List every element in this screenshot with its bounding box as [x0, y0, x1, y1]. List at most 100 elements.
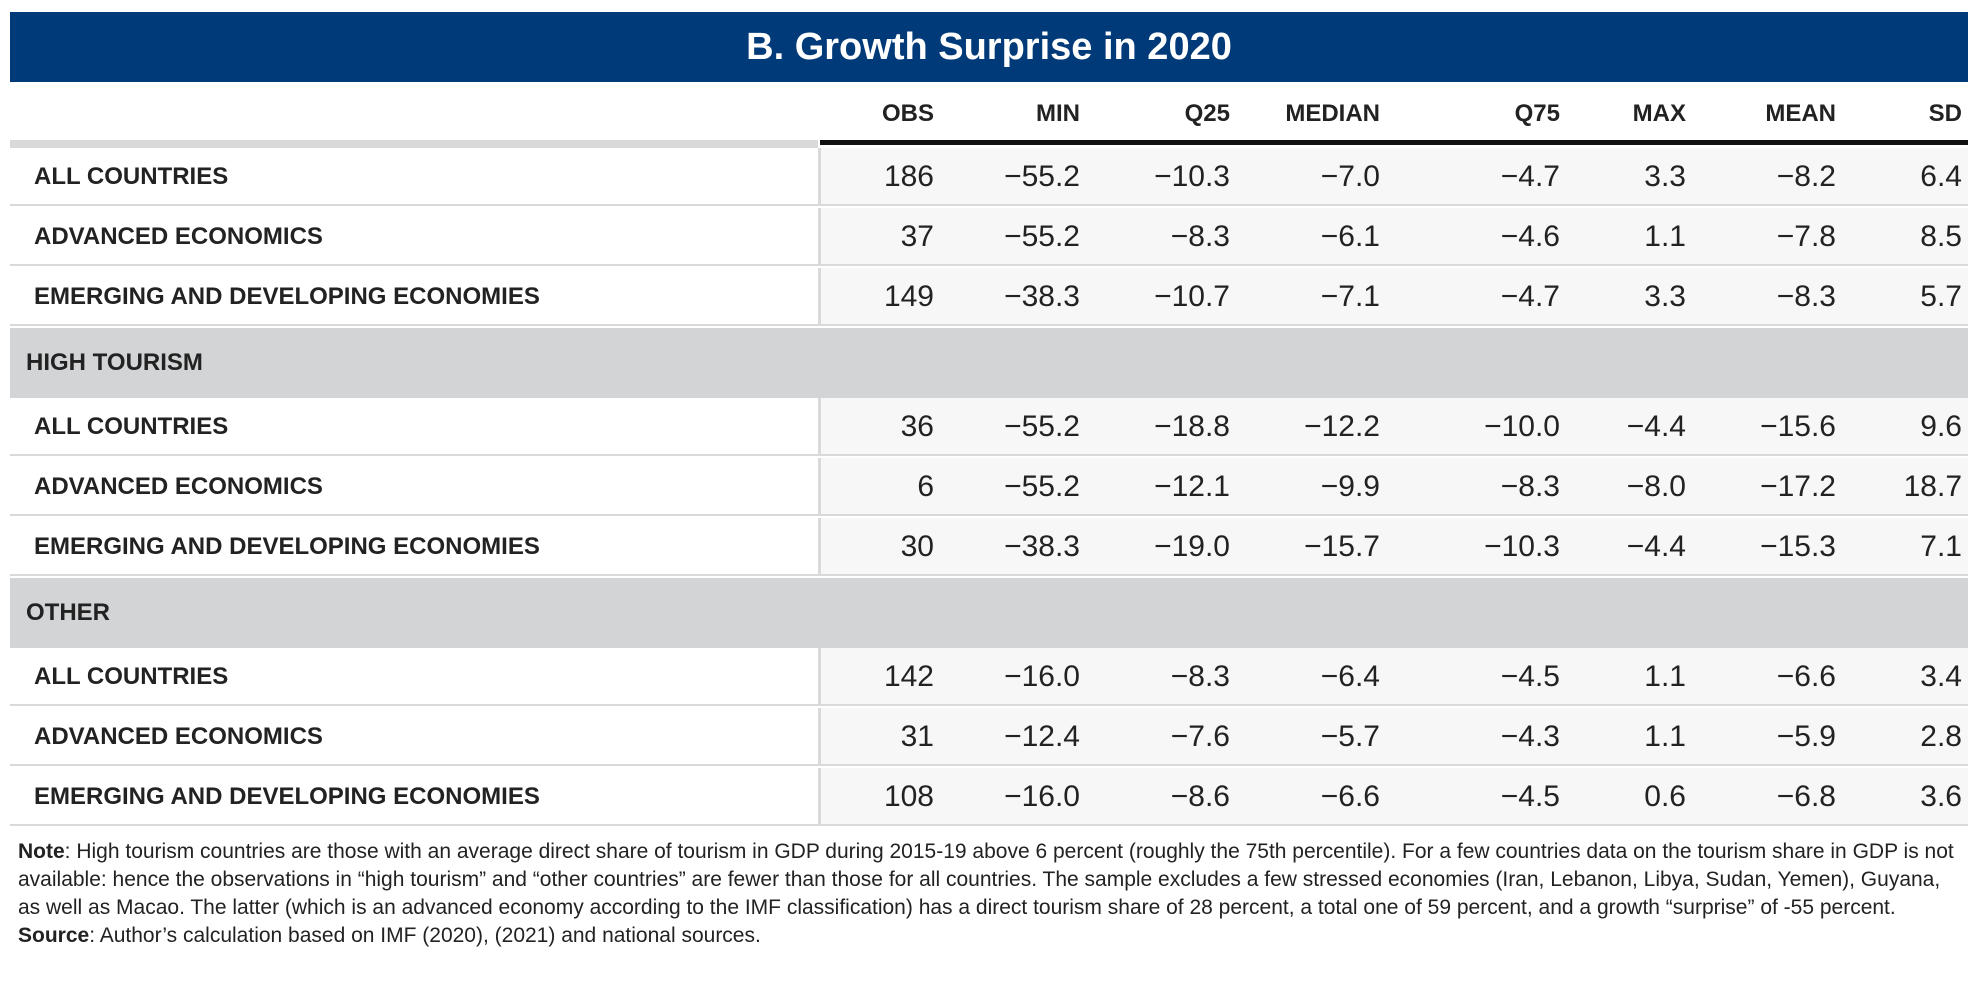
- row-left-bg: [10, 648, 818, 706]
- row-right-bg: [820, 768, 1968, 826]
- row-vdiv: [818, 458, 821, 516]
- row-bottom: [10, 764, 1968, 766]
- source-text: : Author’s calculation based on IMF (202…: [89, 924, 761, 947]
- cell-mean: −5.9: [1776, 720, 1836, 753]
- cell-min: −55.2: [1004, 220, 1080, 253]
- column-header-max: MAX: [1632, 100, 1686, 127]
- row-right-bg: [820, 148, 1968, 206]
- cell-sd: 2.8: [1920, 720, 1962, 753]
- cell-max: −8.0: [1626, 470, 1686, 503]
- cell-median: −7.1: [1320, 280, 1380, 313]
- cell-obs: 37: [900, 220, 934, 253]
- row-vdiv: [818, 648, 821, 706]
- cell-q25: −19.0: [1154, 530, 1230, 563]
- cell-q75: −4.5: [1500, 780, 1560, 813]
- cell-max: 3.3: [1644, 280, 1686, 313]
- cell-sd: 3.6: [1920, 780, 1962, 813]
- row-vdiv: [818, 208, 821, 266]
- cell-max: 1.1: [1644, 220, 1686, 253]
- table-row: EMERGING AND DEVELOPING ECONOMIES 108 −16.…: [10, 768, 1968, 826]
- cell-sd: 9.6: [1920, 410, 1962, 443]
- cell-sd: 5.7: [1920, 280, 1962, 313]
- cell-q25: −7.6: [1170, 720, 1230, 753]
- cell-max: −4.4: [1626, 530, 1686, 563]
- row-right-bg: [820, 398, 1968, 456]
- cell-q75: −8.3: [1500, 470, 1560, 503]
- cell-max: 1.1: [1644, 660, 1686, 693]
- cell-max: −4.4: [1626, 410, 1686, 443]
- cell-median: −6.6: [1320, 780, 1380, 813]
- cell-obs: 108: [883, 780, 934, 813]
- cell-q25: −8.3: [1170, 660, 1230, 693]
- row-label: EMERGING AND DEVELOPING ECONOMIES: [34, 533, 540, 560]
- row-bottom: [10, 514, 1968, 516]
- cell-min: −16.0: [1004, 780, 1080, 813]
- table-row: ADVANCED ECONOMICS 37 −55.2 −8.3 −6.1 −4.6 1.1…: [10, 208, 1968, 266]
- cell-obs: 186: [883, 160, 934, 193]
- cell-q75: −4.6: [1500, 220, 1560, 253]
- row-bottom: [10, 204, 1968, 206]
- note-paragraph: Note: High tourism countries are those w…: [18, 838, 1958, 922]
- table-row: ALL COUNTRIES 36 −55.2 −18.8 −12.2 −10.0 −4.4 −…: [10, 398, 1968, 456]
- cell-median: −15.7: [1304, 530, 1380, 563]
- column-header-mean: MEAN: [1765, 100, 1836, 127]
- row-bottom: [10, 324, 1968, 326]
- row-bottom: [10, 704, 1968, 706]
- row-bottom: [10, 264, 1968, 266]
- row-label: ADVANCED ECONOMICS: [34, 473, 323, 500]
- row-label: ADVANCED ECONOMICS: [34, 723, 323, 750]
- section-label: OTHER: [26, 599, 110, 626]
- note-text: : High tourism countries are those with …: [18, 840, 1954, 919]
- row-bottom: [10, 574, 1968, 576]
- cell-median: −7.0: [1320, 160, 1380, 193]
- row-left-bg: [10, 458, 818, 516]
- cell-q75: −10.3: [1484, 530, 1560, 563]
- row-left-bg: [10, 518, 818, 576]
- row-right-bg: [820, 208, 1968, 266]
- cell-mean: −6.8: [1776, 780, 1836, 813]
- section-header: HIGH TOURISM: [10, 328, 1968, 398]
- cell-sd: 18.7: [1903, 470, 1962, 503]
- column-header-row: OBS MIN Q25 MEDIAN Q75 MAX MEAN SD: [10, 90, 1968, 140]
- cell-min: −12.4: [1004, 720, 1080, 753]
- column-header-q75: Q75: [1514, 100, 1560, 127]
- row-right-bg: [820, 518, 1968, 576]
- cell-median: −6.4: [1320, 660, 1380, 693]
- row-label: ADVANCED ECONOMICS: [34, 223, 323, 250]
- row-vdiv: [818, 768, 821, 826]
- cell-q25: −10.3: [1154, 160, 1230, 193]
- cell-max: 0.6: [1644, 780, 1686, 813]
- row-label: ALL COUNTRIES: [34, 663, 229, 690]
- cell-obs: 142: [883, 660, 934, 693]
- cell-mean: −8.3: [1776, 280, 1836, 313]
- cell-max: 1.1: [1644, 720, 1686, 753]
- cell-obs: 31: [900, 720, 934, 753]
- cell-min: −38.3: [1004, 530, 1080, 563]
- row-vdiv: [818, 518, 821, 576]
- cell-min: −55.2: [1004, 410, 1080, 443]
- note-label: Note: [18, 840, 65, 863]
- cell-sd: 8.5: [1920, 220, 1962, 253]
- row-label: ALL COUNTRIES: [34, 163, 229, 190]
- section-header: OTHER: [10, 578, 1968, 648]
- cell-q25: −8.3: [1170, 220, 1230, 253]
- row-label: EMERGING AND DEVELOPING ECONOMIES: [34, 783, 540, 810]
- header-rule-right: [820, 140, 1968, 145]
- column-header-obs: OBS: [881, 100, 934, 127]
- row-left-bg: [10, 708, 818, 766]
- cell-q25: −10.7: [1154, 280, 1230, 313]
- row-vdiv: [818, 708, 821, 766]
- table-title: B. Growth Surprise in 2020: [10, 12, 1968, 82]
- row-right-bg: [820, 648, 1968, 706]
- cell-q75: −4.3: [1500, 720, 1560, 753]
- cell-mean: −17.2: [1760, 470, 1836, 503]
- row-vdiv: [818, 148, 821, 206]
- cell-sd: 6.4: [1920, 160, 1962, 193]
- cell-q25: −12.1: [1154, 470, 1230, 503]
- row-vdiv: [818, 268, 821, 326]
- table-row: EMERGING AND DEVELOPING ECONOMIES 30 −38.3…: [10, 518, 1968, 576]
- cell-mean: −15.6: [1760, 410, 1836, 443]
- cell-median: −12.2: [1304, 410, 1380, 443]
- row-right-bg: [820, 708, 1968, 766]
- source-label: Source: [18, 924, 90, 947]
